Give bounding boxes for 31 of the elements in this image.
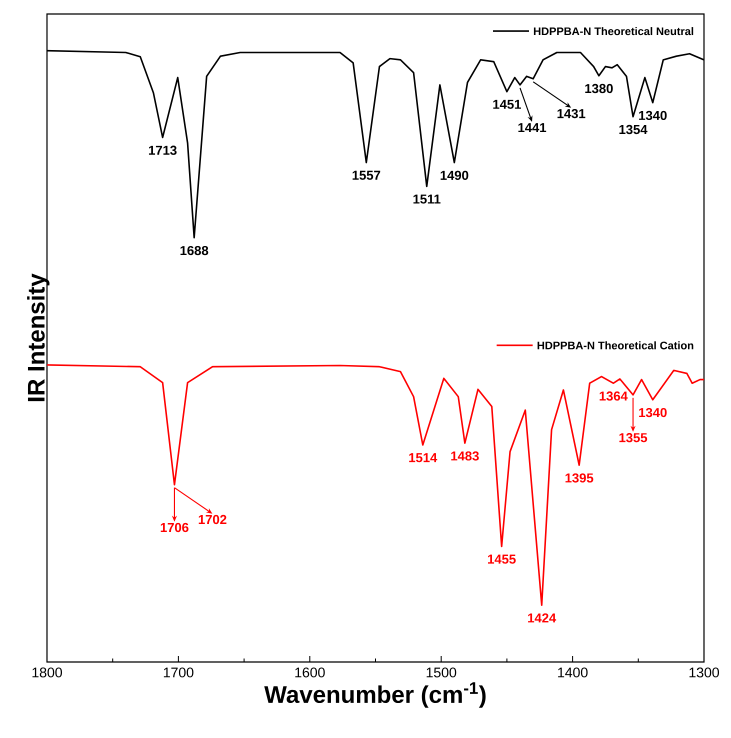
annotation: 1706 [160,522,188,532]
x-tick-label: 1400 [558,668,588,678]
annotation: 1441 [518,123,546,132]
annotation: 1354 [619,124,648,134]
annotation: 1557 [352,170,380,180]
annotation: 1455 [488,554,516,564]
annotation: 1490 [440,170,468,180]
annotation: 1431 [558,108,586,118]
annotation: 1511 [413,194,440,204]
annotation: 1424 [528,613,556,622]
annotation: 1364 [600,391,628,401]
legend-label: HDPPBA-N Theoretical Cation [538,341,694,350]
annotation: 1514 [409,453,438,462]
annotation: 1483 [451,451,479,461]
annotation: 1688 [180,246,208,256]
annotation: 1340 [639,110,667,120]
x-axis-title: Wavenumber (cm$^{-1}$) [264,682,486,708]
x-tick-label: 1800 [32,668,62,678]
annotation: 1451 [493,100,521,109]
x-tick-label: 1700 [164,668,194,678]
annotation: 1355 [619,433,648,442]
annotation: 1702 [198,514,226,524]
x-tick-label: 1600 [295,668,325,678]
legend-label: HDPPBA-N Theoretical Neutral [534,27,694,36]
x-tick-label: 1500 [426,668,456,678]
x-tick-label: 1300 [689,668,720,678]
annotation: 1380 [585,84,613,94]
annotation: 1713 [148,146,177,155]
y-axis-title: IR Intensity [27,273,50,402]
annotation: 1395 [566,473,594,483]
annotation: 1340 [639,408,667,418]
